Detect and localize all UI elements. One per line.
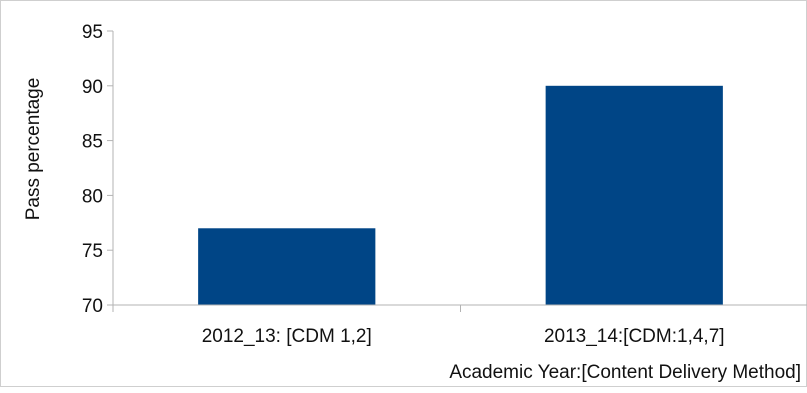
bars-group [198,85,723,305]
bar [198,228,376,305]
y-tick-label: 90 [82,77,103,98]
x-axis-ticks: 2012_13: [CDM 1,2] 2013_14:[CDM:1,4,7] [112,305,725,347]
x-category-label: 2013_14:[CDM:1,4,7] [544,326,725,347]
y-axis-title: Pass percentage [23,78,44,221]
y-tick-label: 75 [82,241,103,262]
y-tick-label: 95 [82,22,103,43]
x-category-label: 2012_13: [CDM 1,2] [202,326,372,347]
y-tick-label: 70 [82,296,103,317]
y-tick-label: 85 [82,132,103,153]
bar [545,85,723,305]
y-tick-label: 80 [82,186,103,207]
x-axis-title: Academic Year:[Content Delivery Method] [449,362,801,383]
y-axis-ticks: 70 75 80 85 90 95 [82,22,113,317]
